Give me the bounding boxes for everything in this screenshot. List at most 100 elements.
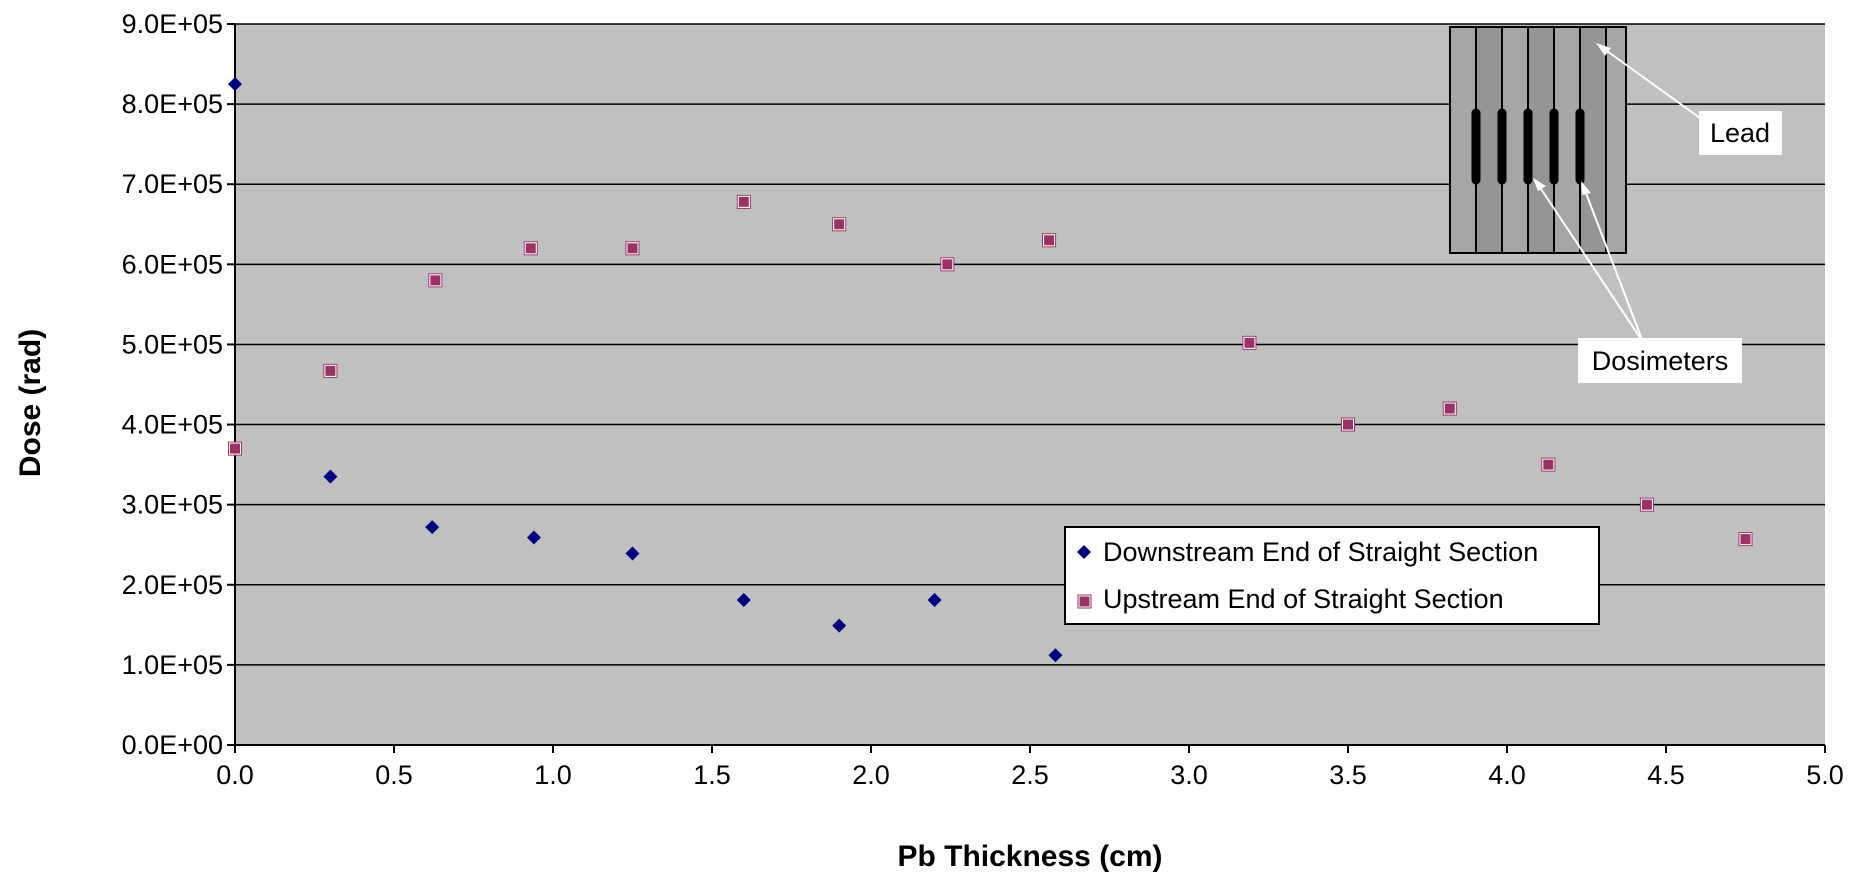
data-point-upstream-outline: [1639, 497, 1654, 512]
data-points: [228, 77, 1753, 663]
data-point-upstream-fill: [941, 258, 954, 271]
lead-arrow-head: [1596, 43, 1611, 56]
x-tick-label: 4.5: [1647, 760, 1685, 790]
legend-box: [1064, 526, 1600, 625]
data-point-upstream-fill: [737, 195, 750, 208]
data-point-upstream-fill: [1443, 402, 1456, 415]
data-point-downstream: [832, 618, 847, 633]
y-tick-label: 7.0E+05: [122, 169, 223, 199]
y-axis-title: Dose (rad): [14, 329, 47, 477]
data-point-upstream: [1541, 457, 1556, 472]
y-tick-label: 1.0E+05: [122, 650, 223, 680]
y-tick-label: 6.0E+05: [122, 249, 223, 279]
y-tick-label: 9.0E+05: [122, 9, 223, 39]
y-tick-label: 4.0E+05: [122, 410, 223, 440]
data-point-upstream-fill: [229, 442, 241, 455]
data-point-upstream-outline: [323, 363, 338, 378]
data-point-upstream: [736, 194, 751, 209]
data-point-upstream-outline: [1341, 417, 1355, 432]
data-point-upstream-outline: [832, 217, 847, 232]
data-point-upstream-outline: [523, 241, 538, 256]
dosimeters-callout-label: Dosimeters: [1592, 346, 1729, 376]
data-point-upstream: [1242, 335, 1257, 350]
lead-callout-box: [1699, 111, 1782, 155]
data-point-downstream: [625, 546, 640, 561]
data-point-upstream-fill: [1243, 336, 1256, 349]
y-tick-label: 5.0E+05: [122, 329, 223, 359]
data-point-upstream-fill: [833, 218, 846, 231]
x-tick-label: 0.0: [216, 760, 254, 790]
data-point-upstream-outline: [1042, 233, 1057, 248]
legend: Downstream End of Straight Section Upstr…: [1064, 526, 1600, 625]
data-point-upstream-fill: [1542, 458, 1555, 471]
data-point-upstream: [523, 241, 538, 256]
data-point-upstream: [1042, 233, 1057, 248]
data-point-upstream: [832, 217, 847, 232]
lead-callout-label: Lead: [1710, 118, 1770, 148]
inset-diagram: Lead Dosimeters: [1449, 26, 1782, 383]
legend-label-downstream: Downstream End of Straight Section: [1103, 537, 1538, 567]
data-point-upstream-fill: [324, 364, 337, 377]
data-point-upstream-fill: [524, 242, 537, 255]
x-tick-label: 2.0: [852, 760, 890, 790]
y-tick-label: 0.0E+00: [122, 730, 223, 760]
data-point-upstream-fill: [626, 242, 639, 255]
data-point-upstream: [1639, 497, 1654, 512]
dosimeters-callout-box: [1578, 338, 1742, 383]
dosimeters-arrow-head: [1533, 178, 1546, 191]
data-point-upstream-outline: [625, 241, 640, 256]
legend-marker-upstream: [1078, 595, 1091, 608]
x-tick-label: 0.5: [375, 760, 413, 790]
data-point-upstream-outline: [1442, 401, 1457, 416]
dosimeters-arrow-line: [1536, 182, 1644, 343]
x-tick-labels: 0.0 0.5 1.0 1.5 2.0 2.5 3.0 3.5 4.0 4.5 5.0: [216, 745, 1844, 790]
lead-plate: [1605, 26, 1627, 254]
legend-marker-downstream: [1077, 545, 1091, 559]
data-point-upstream-outline: [1541, 457, 1556, 472]
data-point-upstream-outline: [736, 194, 751, 209]
dosimeters-arrow-head: [1581, 181, 1591, 195]
y-tick-label: 3.0E+05: [122, 490, 223, 520]
data-point-upstream: [1341, 417, 1355, 432]
data-point-upstream: [625, 241, 640, 256]
y-tick-labels: 0.0E+00 1.0E+05 2.0E+05 3.0E+05 4.0E+05 5.0E+…: [122, 9, 235, 760]
x-tick-label: 3.0: [1170, 760, 1208, 790]
x-tick-label: 1.0: [534, 760, 572, 790]
y-tick-label: 8.0E+05: [122, 89, 223, 119]
x-tick-label: 5.0: [1806, 760, 1844, 790]
data-point-upstream: [1442, 401, 1457, 416]
legend-label-upstream: Upstream End of Straight Section: [1103, 584, 1504, 614]
data-point-upstream-outline: [228, 441, 242, 456]
data-point-upstream-outline: [1242, 335, 1257, 350]
data-point-upstream-fill: [1043, 234, 1056, 247]
data-point-upstream: [428, 273, 443, 288]
data-point-upstream-fill: [429, 274, 442, 287]
x-tick-label: 4.0: [1488, 760, 1526, 790]
x-tick-label: 1.5: [693, 760, 731, 790]
x-axis-title: Pb Thickness (cm): [897, 840, 1162, 873]
x-tick-label: 3.5: [1329, 760, 1367, 790]
data-point-upstream-outline: [428, 273, 443, 288]
data-point-downstream: [736, 592, 751, 607]
x-tick-label: 2.5: [1011, 760, 1049, 790]
legend-marker-upstream-outline: [1077, 594, 1092, 609]
data-point-downstream: [425, 520, 440, 535]
lead-arrow-line: [1599, 45, 1701, 119]
data-point-upstream: [228, 441, 242, 456]
data-point-downstream: [228, 77, 242, 92]
data-point-upstream-fill: [1739, 533, 1752, 546]
data-point-upstream-fill: [1640, 498, 1653, 511]
data-point-upstream-outline: [940, 257, 955, 272]
data-point-downstream: [927, 592, 942, 607]
data-point-upstream-outline: [1738, 532, 1753, 547]
dosimeters-arrow-line: [1583, 187, 1644, 343]
data-point-downstream: [323, 469, 338, 484]
data-point-upstream: [940, 257, 955, 272]
y-tick-label: 2.0E+05: [122, 570, 223, 600]
data-point-upstream-fill: [1342, 418, 1354, 431]
data-point-downstream: [526, 530, 541, 545]
data-point-upstream: [1738, 532, 1753, 547]
data-point-downstream: [1048, 648, 1063, 663]
